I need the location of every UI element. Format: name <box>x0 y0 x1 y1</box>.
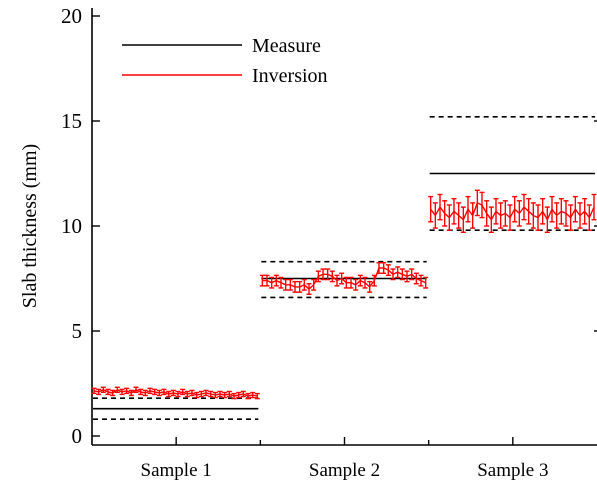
inversion-series <box>91 189 597 400</box>
legend-inversion-label: Inversion <box>252 65 328 87</box>
x-category-label: Sample 1 <box>141 460 212 481</box>
inversion-line <box>430 201 595 222</box>
y-tick-label: 5 <box>72 319 83 343</box>
x-axis-categories: Sample 1 Sample 2 Sample 3 <box>141 437 548 481</box>
y-axis-title: Slab thickness (mm) <box>19 144 41 308</box>
legend: Measure Inversion <box>122 35 328 87</box>
measure-series <box>93 116 595 421</box>
y-axis-ticks: 0 5 10 15 20 <box>61 4 597 448</box>
inversion-line <box>93 389 258 397</box>
y-tick-label: 15 <box>61 109 82 133</box>
y-tick-label: 10 <box>61 214 82 238</box>
x-category-label: Sample 2 <box>309 460 380 481</box>
y-tick-label: 0 <box>72 424 83 448</box>
y-tick-label: 20 <box>61 4 82 28</box>
x-category-label: Sample 3 <box>477 460 548 481</box>
legend-measure-label: Measure <box>252 35 321 57</box>
inversion-line <box>262 267 426 290</box>
